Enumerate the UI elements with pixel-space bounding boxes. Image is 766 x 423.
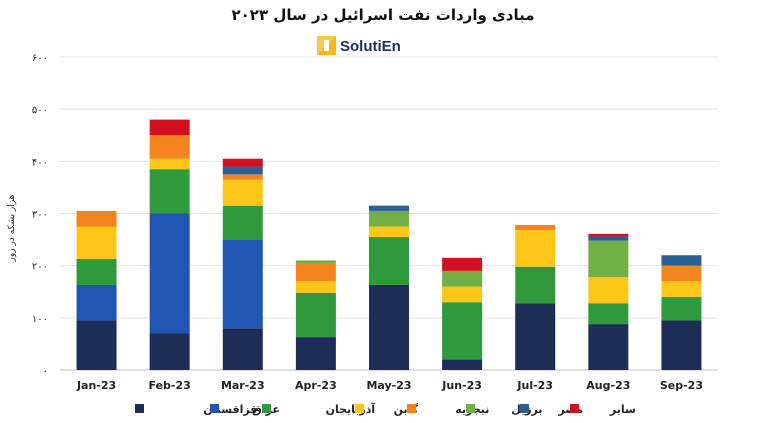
bar-segment xyxy=(515,224,556,231)
bar-segment xyxy=(588,324,629,370)
bar-segment xyxy=(149,119,190,136)
y-tick-label: ۰ xyxy=(43,366,48,377)
legend: قزاقستانعراقآذربایجانگابننیجریهبرزیلمصرس… xyxy=(135,402,636,416)
bar-segment xyxy=(149,213,190,334)
legend-swatch xyxy=(570,404,579,413)
bar-segment xyxy=(442,359,483,370)
bar-segment xyxy=(149,158,190,170)
bar-segment xyxy=(149,135,190,159)
bar-segment xyxy=(222,179,263,206)
x-tick-label: Apr-23 xyxy=(295,379,337,392)
bar-segment xyxy=(76,320,117,370)
x-tick-label: Aug-23 xyxy=(586,379,630,392)
legend-swatch xyxy=(520,404,529,413)
bar-segment xyxy=(295,337,336,370)
bar-segment xyxy=(222,158,263,167)
chart-title: مبادی واردات نفت اسرائیل در سال ۲۰۲۳ xyxy=(231,6,534,24)
bar-segment xyxy=(661,255,702,266)
x-tick-label: Jun-23 xyxy=(441,379,482,392)
bar-segment xyxy=(588,233,629,237)
legend-swatch xyxy=(407,404,416,413)
x-axis-ticks: Jan-23 Feb-23 Mar-23 Apr-23 May-23 Jun-23 Jul-… xyxy=(76,379,703,392)
bar-segment xyxy=(515,303,556,370)
bar-segment xyxy=(369,210,409,227)
bar-segment xyxy=(442,302,483,360)
bar-segment xyxy=(442,257,483,271)
logo-icon xyxy=(317,36,336,55)
bar-segment xyxy=(295,292,336,338)
bar-segment xyxy=(222,166,263,175)
bar-segment xyxy=(369,284,409,370)
bar-segment xyxy=(369,226,409,237)
bar-segment xyxy=(515,266,556,304)
bar-segment xyxy=(442,286,483,303)
bar-segment xyxy=(369,236,409,285)
bar-segment xyxy=(661,296,702,321)
y-tick-label: ۴۰۰ xyxy=(32,157,48,168)
y-tick-label: ۵۰۰ xyxy=(32,105,48,116)
bar-segment xyxy=(76,258,117,285)
y-axis-label: هزار بشکه در روز xyxy=(7,194,17,262)
legend-label: آذربایجان xyxy=(326,402,376,416)
bar-segment xyxy=(661,320,702,370)
bar-segment xyxy=(369,205,409,211)
x-tick-label: May-23 xyxy=(366,379,411,392)
bars xyxy=(76,119,702,370)
logo: SolutiEn xyxy=(317,36,401,55)
bar-segment xyxy=(588,303,629,325)
legend-swatch xyxy=(262,404,271,413)
bar-segment xyxy=(222,205,263,240)
legend-label: سایر xyxy=(609,403,636,416)
x-tick-label: Mar-23 xyxy=(221,379,265,392)
y-axis-ticks: ۰ ۱۰۰ ۲۰۰ ۳۰۰ ۴۰۰ ۵۰۰ ۶۰۰ xyxy=(32,53,48,377)
legend-swatch xyxy=(210,404,219,413)
y-tick-label: ۲۰۰ xyxy=(32,262,48,273)
x-tick-label: Feb-23 xyxy=(149,379,191,392)
bar-segment xyxy=(295,263,336,282)
x-tick-label: Jan-23 xyxy=(76,379,116,392)
bar-segment xyxy=(588,236,629,241)
bar-segment xyxy=(295,260,336,264)
bar-segment xyxy=(222,174,263,180)
bar-segment xyxy=(76,210,117,227)
y-tick-label: ۱۰۰ xyxy=(32,314,48,325)
bar-segment xyxy=(222,328,263,370)
logo-text: SolutiEn xyxy=(340,38,401,55)
bar-segment xyxy=(588,240,629,278)
bar-segment xyxy=(149,333,190,370)
y-tick-label: ۳۰۰ xyxy=(32,210,48,221)
bar-segment xyxy=(661,281,702,297)
x-tick-label: Jul-23 xyxy=(516,379,553,392)
bar-segment xyxy=(661,265,702,282)
bar-segment xyxy=(588,277,629,304)
bar-segment xyxy=(76,226,117,259)
x-tick-label: Sep-23 xyxy=(660,379,703,392)
legend-swatch xyxy=(135,404,144,413)
bar-segment xyxy=(76,284,117,321)
bar-segment xyxy=(149,169,190,214)
bar-segment xyxy=(222,239,263,329)
legend-swatch xyxy=(355,404,364,413)
y-tick-label: ۶۰۰ xyxy=(32,53,48,64)
legend-swatch xyxy=(466,404,475,413)
bar-segment xyxy=(442,270,483,287)
bar-segment xyxy=(515,230,556,267)
bar-segment xyxy=(295,281,336,293)
